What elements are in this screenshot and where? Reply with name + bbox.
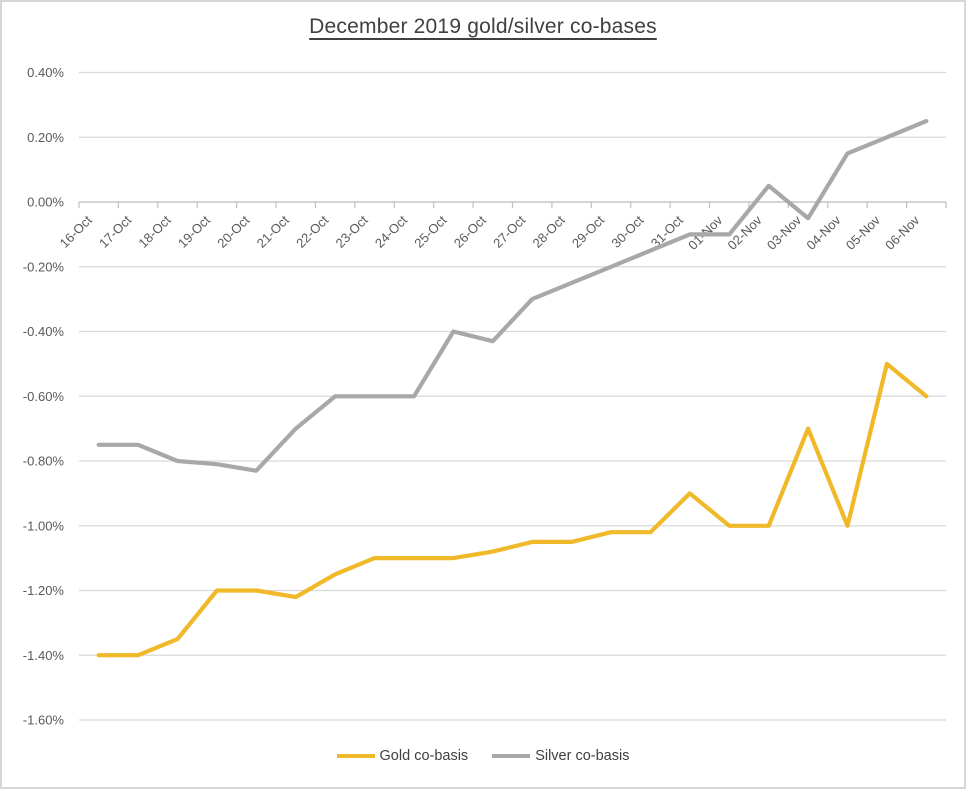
gold-line-swatch [336,754,375,758]
y-axis-tick-label: -1.00% [23,518,65,533]
legend-label-silver: Silver co-basis [535,748,630,764]
x-axis-tick-label: 30-Oct [608,212,646,250]
x-axis-tick-label: 27-Oct [490,212,528,250]
chart-title: December 2019 gold/silver co-bases [309,15,657,38]
x-axis-tick-label: 17-Oct [96,212,134,250]
y-axis-tick-label: -0.60% [23,389,65,404]
x-axis-tick-label: 22-Oct [293,212,331,250]
x-axis-tick-label: 03-Nov [764,212,805,253]
y-axis-tick-label: 0.40% [27,65,64,80]
x-axis-tick-label: 20-Oct [214,212,252,250]
x-axis-tick-label: 25-Oct [411,212,449,250]
x-axis-tick-label: 06-Nov [882,212,923,253]
y-axis-tick-label: -0.40% [23,324,65,339]
x-axis-tick-label: 19-Oct [175,212,213,250]
y-axis-tick-label: 0.20% [27,130,64,145]
legend: Gold co-basis Silver co-basis [2,748,964,764]
y-axis-tick-label: -1.40% [23,648,65,663]
x-axis-tick-label: 05-Nov [843,212,884,253]
x-axis-tick-label: 16-Oct [57,212,95,250]
x-axis-tick-label: 28-Oct [530,212,568,250]
silver-series-line [96,118,929,473]
x-axis-tick-label: 24-Oct [372,212,410,250]
silver-line-swatch [492,754,531,758]
y-axis-tick-label: -0.20% [23,259,65,274]
x-axis-tick-label: 18-Oct [135,212,173,250]
legend-label-gold: Gold co-basis [379,748,469,764]
legend-item-gold: Gold co-basis [336,748,469,764]
y-axis-tick-label: 0.00% [27,195,64,210]
x-axis-tick-label: 29-Oct [569,212,607,250]
y-axis-tick-label: -0.80% [23,454,65,469]
x-axis-tick-label: 26-Oct [451,212,489,250]
y-axis-tick-label: -1.60% [23,713,65,728]
x-axis-tick-label: 21-Oct [254,212,292,250]
gold-series-line [96,361,929,658]
y-axis-tick-label: -1.20% [23,583,65,598]
x-axis-tick-label: 23-Oct [332,212,370,250]
legend-item-silver: Silver co-basis [492,748,629,764]
